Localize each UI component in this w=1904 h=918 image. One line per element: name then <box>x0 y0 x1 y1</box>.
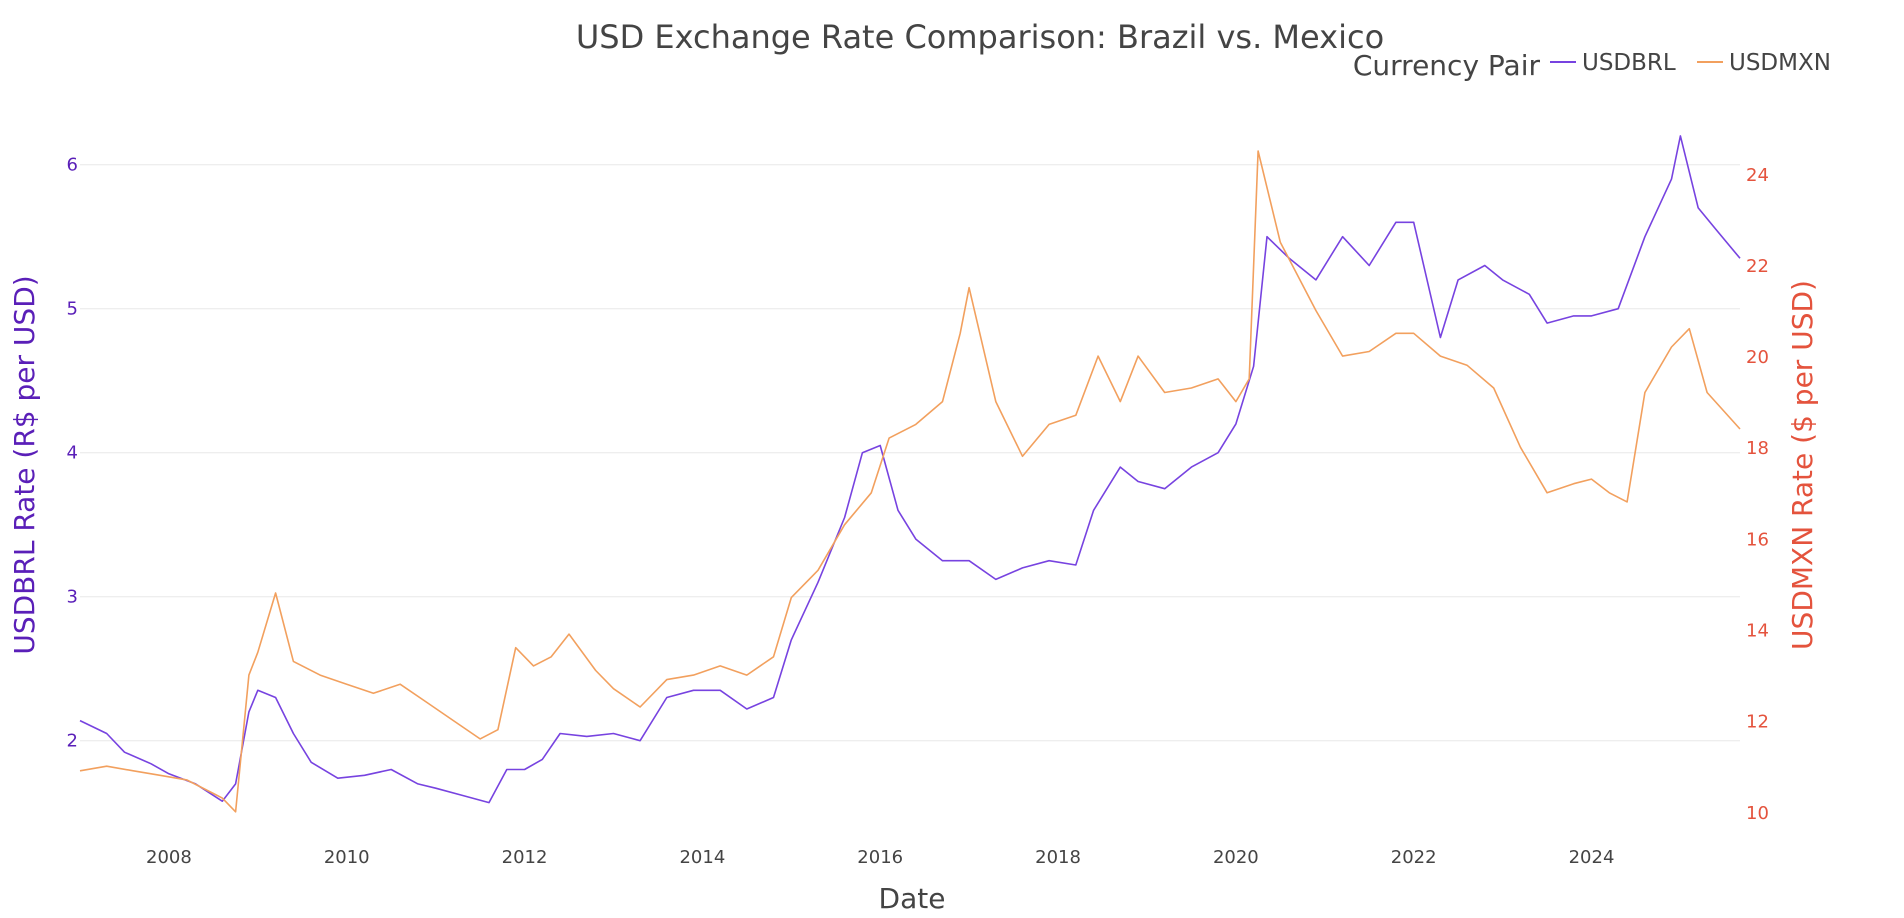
x-tick-label: 2024 <box>1569 847 1615 868</box>
right-tick-label: 18 <box>1746 438 1769 459</box>
series-line-usdmxn <box>79 150 1741 813</box>
right-tick-label: 10 <box>1746 803 1769 824</box>
series-lines <box>79 135 1741 813</box>
x-tick-label: 2014 <box>679 847 725 868</box>
left-tick-label: 3 <box>67 587 78 608</box>
right-tick-label: 14 <box>1746 620 1769 641</box>
x-tick-label: 2018 <box>1035 847 1081 868</box>
left-tick-label: 5 <box>67 299 78 320</box>
x-tick-label: 2020 <box>1213 847 1259 868</box>
right-tick-label: 12 <box>1746 712 1769 733</box>
x-tick-label: 2012 <box>502 847 548 868</box>
right-tick-label: 16 <box>1746 529 1769 550</box>
left-axis-title: USDBRL Rate (R$ per USD) <box>8 275 41 654</box>
chart-title: USD Exchange Rate Comparison: Brazil vs.… <box>576 18 1384 56</box>
legend: Currency Pair USDBRL USDMXN <box>1353 49 1831 82</box>
right-tick-label: 20 <box>1746 347 1769 368</box>
legend-label-usdmxn[interactable]: USDMXN <box>1729 50 1831 76</box>
right-tick-label: 22 <box>1746 256 1769 277</box>
left-tick-label: 2 <box>67 731 78 752</box>
x-tick-label: 2010 <box>324 847 370 868</box>
gridlines <box>80 164 1740 742</box>
legend-title: Currency Pair <box>1353 49 1541 82</box>
right-tick-label: 24 <box>1746 165 1769 186</box>
right-axis-ticks: 10 12 14 16 18 20 22 24 <box>1746 165 1769 824</box>
left-axis-ticks: 2 3 4 5 6 <box>67 155 78 752</box>
left-tick-label: 4 <box>67 443 78 464</box>
right-axis-title: USDMXN Rate ($ per USD) <box>1786 280 1819 650</box>
x-tick-label: 2016 <box>857 847 903 868</box>
legend-label-usdbrl[interactable]: USDBRL <box>1582 50 1676 76</box>
series-line-usdbrl <box>79 135 1741 804</box>
x-axis-title: Date <box>879 882 946 915</box>
x-tick-label: 2008 <box>146 847 192 868</box>
x-axis-ticks: 2008 2010 2012 2014 2016 2018 2020 2022 2024 <box>146 847 1614 868</box>
left-tick-label: 6 <box>67 155 78 176</box>
x-tick-label: 2022 <box>1391 847 1437 868</box>
